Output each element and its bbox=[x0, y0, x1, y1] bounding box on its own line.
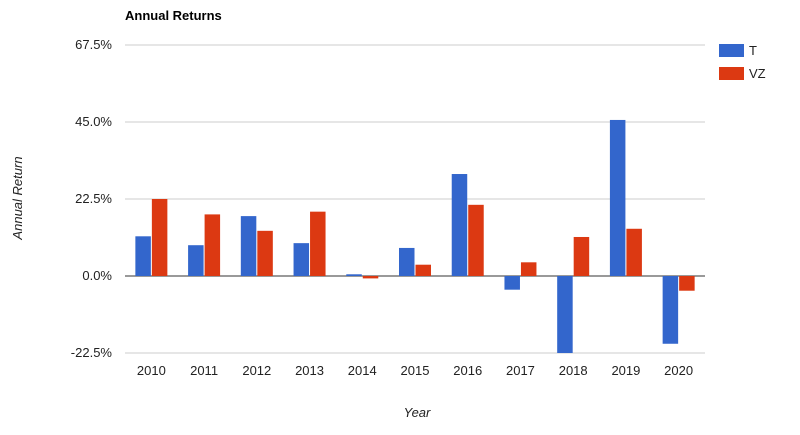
bar-vz-2011[interactable] bbox=[204, 214, 221, 276]
bar-t-2015[interactable] bbox=[399, 247, 415, 276]
x-tick-label: 2015 bbox=[401, 363, 430, 378]
y-tick-label: 67.5% bbox=[75, 37, 112, 52]
bar-vz-2017[interactable] bbox=[520, 262, 537, 276]
gridlines bbox=[125, 44, 705, 354]
y-axis-title: Annual Return bbox=[10, 156, 25, 240]
bar-vz-2018[interactable] bbox=[573, 236, 590, 276]
x-tick-label: 2019 bbox=[611, 363, 640, 378]
bar-vz-2016[interactable] bbox=[468, 204, 484, 276]
legend[interactable]: T VZ bbox=[719, 43, 766, 81]
bar-vz-2013[interactable] bbox=[310, 211, 326, 276]
bar-vz-2015[interactable] bbox=[415, 264, 432, 276]
bar-t-2016[interactable] bbox=[451, 174, 468, 276]
bar-vz-2020[interactable] bbox=[679, 276, 695, 291]
bar-t-2012[interactable] bbox=[240, 216, 257, 276]
x-axis-title: Year bbox=[404, 405, 431, 420]
y-tick-label: -22.5% bbox=[71, 345, 113, 360]
x-tick-label: 2012 bbox=[242, 363, 271, 378]
y-tick-label: 22.5% bbox=[75, 191, 112, 206]
legend-swatch-vz[interactable] bbox=[719, 67, 744, 80]
legend-label-vz[interactable]: VZ bbox=[749, 66, 766, 81]
legend-swatch-t[interactable] bbox=[719, 44, 744, 57]
chart-title: Annual Returns bbox=[125, 8, 222, 23]
x-tick-label: 2017 bbox=[506, 363, 535, 378]
x-tick-label: 2011 bbox=[190, 363, 218, 378]
x-tick-label: 2020 bbox=[664, 363, 693, 378]
tick-labels: -22.5% 0.0% 22.5% 45.0% 67.5% 2010 2011 2012 201… bbox=[71, 37, 693, 378]
bar-t-2011[interactable] bbox=[188, 245, 204, 276]
bar-t-2014[interactable] bbox=[346, 274, 362, 276]
bar-vz-2014[interactable] bbox=[362, 276, 379, 279]
y-tick-label: 0.0% bbox=[82, 268, 112, 283]
bars bbox=[135, 119, 695, 353]
bar-t-2019[interactable] bbox=[609, 119, 626, 277]
bar-t-2017[interactable] bbox=[504, 276, 520, 290]
bar-vz-2010[interactable] bbox=[151, 199, 168, 276]
x-tick-label: 2018 bbox=[559, 363, 588, 378]
x-tick-label: 2010 bbox=[137, 363, 166, 378]
bar-vz-2012[interactable] bbox=[257, 230, 273, 276]
x-tick-label: 2013 bbox=[295, 363, 324, 378]
legend-label-t[interactable]: T bbox=[749, 43, 757, 58]
y-tick-label: 45.0% bbox=[75, 114, 112, 129]
x-tick-label: 2014 bbox=[348, 363, 377, 378]
bar-t-2018[interactable] bbox=[557, 276, 573, 353]
bar-t-2010[interactable] bbox=[135, 236, 151, 276]
bar-t-2020[interactable] bbox=[662, 276, 679, 344]
bar-t-2013[interactable] bbox=[293, 243, 310, 276]
bar-vz-2019[interactable] bbox=[626, 228, 642, 276]
x-tick-label: 2016 bbox=[453, 363, 482, 378]
